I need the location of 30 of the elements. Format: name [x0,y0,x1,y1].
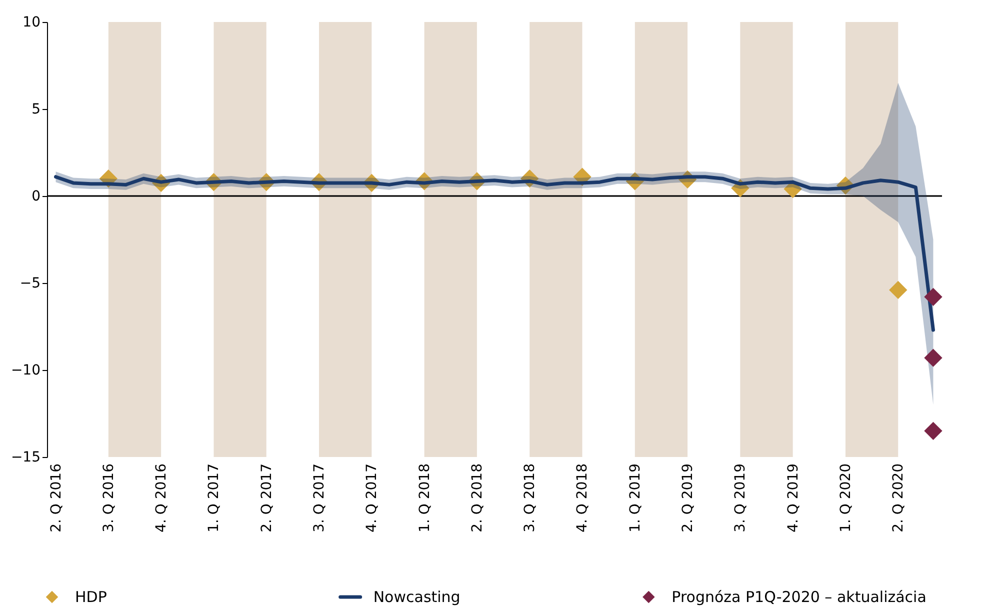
y-tick-label: −15 [10,450,40,466]
y-tick-label: 5 [32,102,40,118]
x-tick-label: 1. Q 2019 [627,464,644,532]
x-tick-label: 3. Q 2017 [312,464,328,532]
x-tick-label: 2. Q 2019 [680,464,696,532]
y-tick-label: 10 [22,14,40,30]
point [924,288,942,306]
x-tick-label: 1. Q 2017 [206,464,222,532]
x-tick-label: 4. Q 2019 [785,464,802,532]
x-tick-label: 3. Q 2019 [732,464,749,532]
x-tick-label: 2. Q 2020 [890,464,907,532]
point [924,348,942,367]
y-tick-label: 0 [32,188,40,204]
y-tick-label: −5 [20,276,40,292]
x-tick-label: 4. Q 2018 [574,464,591,532]
point [924,422,942,440]
x-tick-label: 1. Q 2018 [416,464,433,532]
x-tick-label: 3. Q 2018 [522,464,538,532]
point [889,280,908,300]
y-tick-label: −10 [10,362,40,378]
x-tick-label: 2. Q 2018 [469,464,486,532]
legend-label: Prognóza P1Q-2020 – aktualizácia [672,588,926,606]
x-tick-label: 4. Q 2017 [364,464,380,532]
x-tick-label: 1. Q 2020 [838,464,854,532]
x-tick-label: 4. Q 2016 [154,463,170,532]
legend-label: HDP [75,588,107,606]
x-tick-label: 2. Q 2017 [258,464,275,532]
legend-label: Nowcasting [373,588,460,606]
x-tick-label: 2. Q 2016 [48,463,64,532]
x-tick-label: 3. Q 2016 [100,463,117,532]
